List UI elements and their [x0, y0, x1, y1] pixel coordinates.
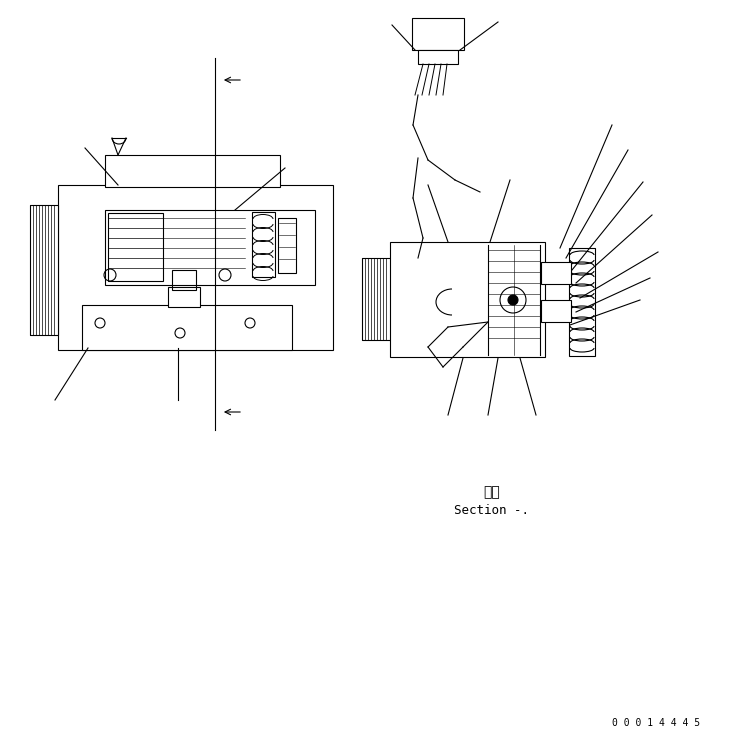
- Bar: [418, 50, 458, 64]
- Bar: [30, 205, 58, 335]
- Bar: [58, 185, 333, 350]
- Bar: [362, 258, 392, 340]
- Text: Section -.: Section -.: [454, 504, 529, 516]
- Bar: [105, 155, 280, 187]
- Bar: [569, 248, 595, 356]
- Bar: [541, 300, 571, 322]
- Bar: [172, 270, 196, 290]
- Bar: [541, 262, 571, 284]
- Bar: [105, 210, 315, 285]
- Bar: [82, 305, 292, 350]
- Text: 0 0 0 1 4 4 4 5: 0 0 0 1 4 4 4 5: [612, 718, 700, 728]
- Text: 断面: 断面: [484, 485, 501, 499]
- Bar: [108, 213, 163, 281]
- Bar: [390, 242, 545, 357]
- Bar: [412, 18, 464, 50]
- Circle shape: [508, 295, 518, 305]
- Bar: [252, 212, 275, 277]
- Bar: [278, 218, 296, 273]
- Bar: [168, 287, 200, 307]
